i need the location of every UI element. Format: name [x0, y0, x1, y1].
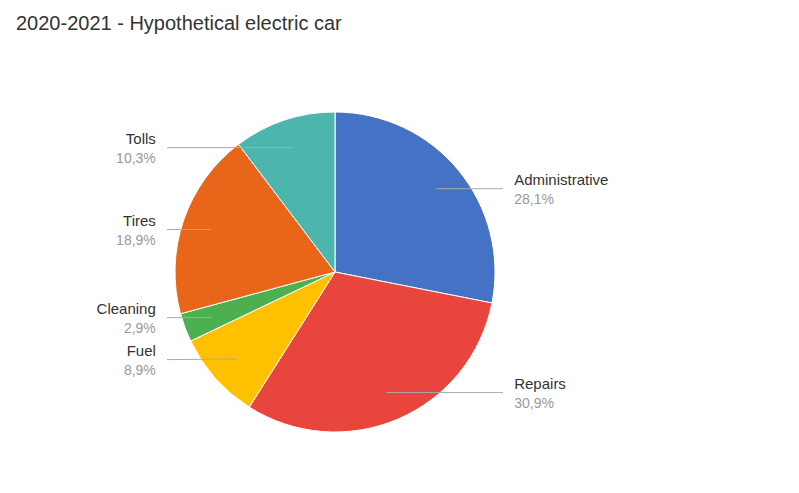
- data-label: 18,9%: [116, 232, 156, 248]
- slice-label: Administrative: [514, 171, 608, 188]
- title: 2020-2021 - Hypothetical electric car: [16, 12, 342, 34]
- leader-line: [436, 188, 503, 189]
- leader-line: [167, 229, 211, 230]
- slice-label: Tires: [123, 212, 156, 229]
- leader-line: [167, 317, 212, 318]
- data-label: 8,9%: [124, 362, 156, 378]
- slice-label: Repairs: [514, 375, 566, 392]
- leader-line: [167, 359, 237, 361]
- data-label: 30,9%: [514, 395, 554, 411]
- slice-label: Tolls: [126, 130, 156, 147]
- data-label: 28,1%: [514, 191, 554, 207]
- slice-label: Cleaning: [97, 300, 156, 317]
- slice: [239, 112, 335, 272]
- data-label: 10,3%: [116, 150, 156, 166]
- data-label: 2,9%: [124, 320, 156, 336]
- leader-line: [167, 147, 293, 148]
- chart: 2020-2021 - Hypothetical electric car Adm…: [0, 0, 799, 493]
- slice: [335, 112, 495, 303]
- labels: Administrative 28,1% Repairs 30,9% Fuel 8,9% C…: [97, 130, 609, 411]
- leader-line: [387, 392, 503, 393]
- pie: Administrative 28,1% Repairs 30,9% Fuel 8,9% C…: [97, 112, 609, 432]
- slice-label: Fuel: [127, 342, 156, 359]
